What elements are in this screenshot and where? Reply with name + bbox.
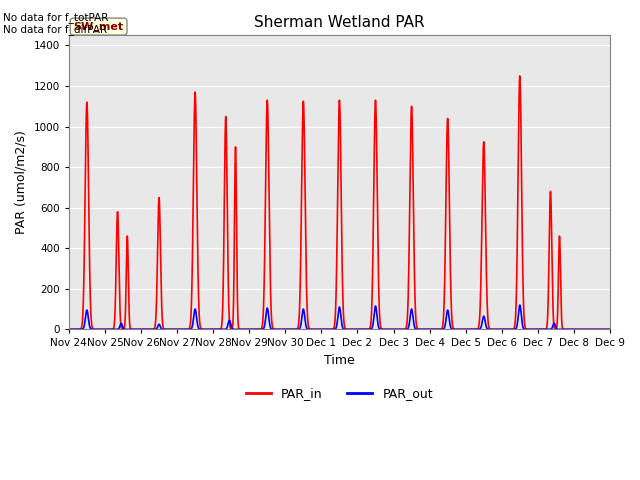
X-axis label: Time: Time — [324, 354, 355, 367]
Text: SW_met: SW_met — [74, 22, 124, 32]
Text: No data for f_totPAR: No data for f_totPAR — [3, 12, 109, 23]
Text: No data for f_difPAR: No data for f_difPAR — [3, 24, 108, 35]
Title: Sherman Wetland PAR: Sherman Wetland PAR — [254, 15, 425, 30]
Y-axis label: PAR (umol/m2/s): PAR (umol/m2/s) — [15, 131, 28, 234]
Legend: PAR_in, PAR_out: PAR_in, PAR_out — [241, 383, 438, 406]
